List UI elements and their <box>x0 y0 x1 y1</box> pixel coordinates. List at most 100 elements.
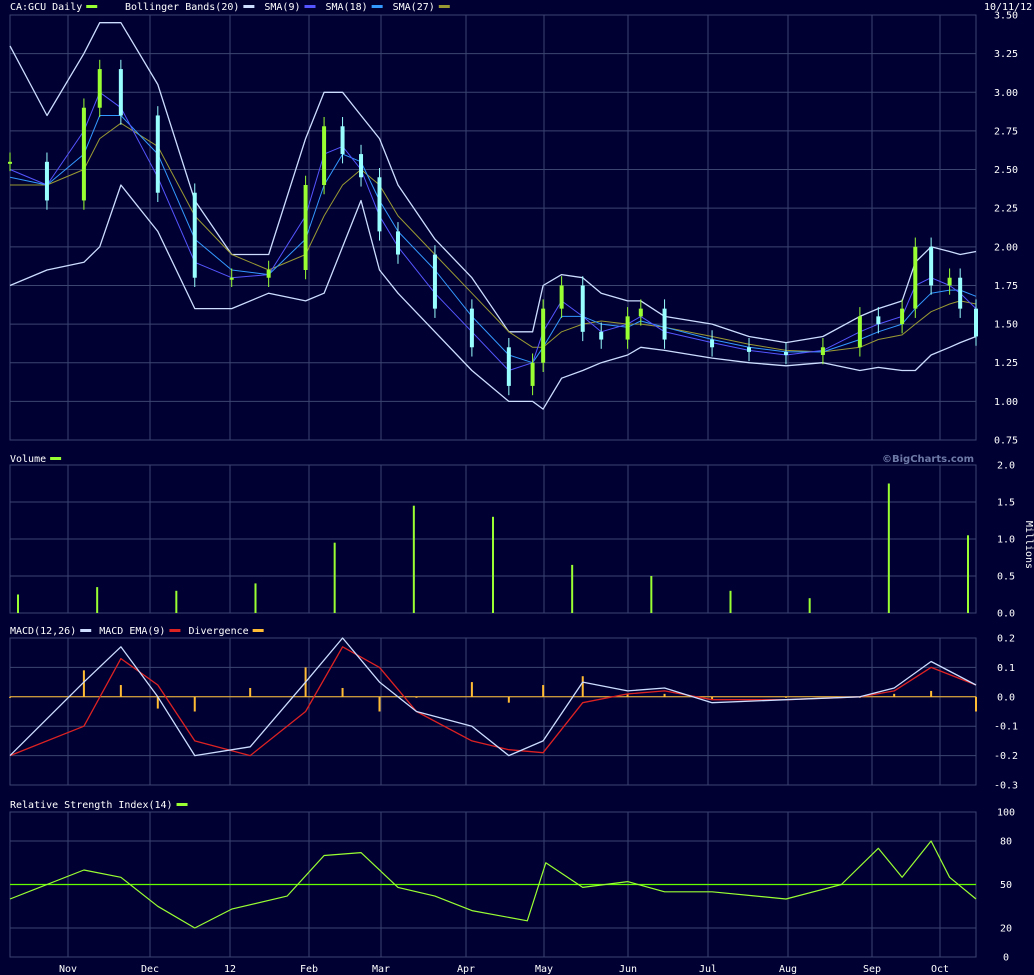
price-y-ticks: 3.50 3.25 3.00 2.75 2.50 2.25 2.00 1.75 1.50 1.25… <box>994 11 1018 447</box>
candle-body <box>229 277 234 280</box>
candle-body <box>559 285 564 309</box>
volume-bar <box>887 483 890 613</box>
divergence-bar <box>193 696 196 712</box>
volume-y-ticks: 2.0 1.5 1.0 0.5 0.0 <box>997 461 1015 620</box>
chart-date: 10/11/12 <box>984 2 1032 13</box>
candle-body <box>857 316 862 348</box>
legend-swatch <box>169 629 181 632</box>
volume-tick-label: 2.0 <box>997 461 1015 472</box>
ticker-label: CA:GCU Daily <box>10 2 82 13</box>
legend-swatch <box>304 5 316 8</box>
macd-line <box>9 637 977 757</box>
volume-title: Volume <box>10 454 46 465</box>
candle-body <box>947 277 952 286</box>
price-tick-label: 1.00 <box>994 397 1018 408</box>
volume-unit-label: Millions <box>1023 521 1034 569</box>
month-tick-label: Jun <box>619 964 637 975</box>
divergence-bar <box>82 670 85 697</box>
divergence-bar <box>626 693 629 697</box>
rsi-tick-label: 50 <box>1000 880 1012 891</box>
legend-label: SMA(18) <box>326 2 368 13</box>
legend-label: MACD(12,26) <box>10 626 76 637</box>
price-tick-label: 1.25 <box>994 358 1018 369</box>
volume-bar <box>17 594 19 613</box>
month-x-ticks: Nov Dec 12 Feb Mar Apr May Jun Jul Aug Sep Oct <box>59 964 949 975</box>
candle-body <box>8 161 12 164</box>
macd-tick-label: 0.2 <box>997 634 1015 645</box>
volume-bar <box>254 583 257 613</box>
legend-swatch <box>252 629 264 632</box>
legend-swatch <box>50 457 62 460</box>
price-tick-label: 1.75 <box>994 281 1018 292</box>
candle-body <box>580 285 585 332</box>
macd-legend: MACD(12,26) MACD EMA(9) Divergence <box>10 626 264 637</box>
month-tick-label: Mar <box>372 964 390 975</box>
candle-body <box>303 185 308 270</box>
candle-body <box>599 331 604 340</box>
month-tick-label: May <box>535 964 553 975</box>
candle-body <box>506 347 511 386</box>
macd-tick-label: 0.1 <box>997 663 1015 674</box>
rsi-tick-label: 0 <box>1003 953 1009 964</box>
sma18-line <box>9 115 977 364</box>
candle-body <box>266 270 271 278</box>
candle-body <box>876 316 881 325</box>
divergence-bar <box>119 685 122 697</box>
candle-body <box>900 308 905 325</box>
divergence-bar <box>930 690 933 697</box>
price-tick-label: 0.75 <box>994 436 1018 447</box>
legend-label: SMA(9) <box>264 2 300 13</box>
volume-bar <box>650 576 653 613</box>
legend-swatch <box>86 5 98 8</box>
month-tick-label: Aug <box>779 964 797 975</box>
divergence-bar <box>470 682 473 697</box>
candle-body <box>155 115 160 193</box>
divergence-bar <box>893 693 896 697</box>
legend-swatch <box>243 5 255 8</box>
month-tick-label: Feb <box>300 964 318 975</box>
volume-bar <box>729 590 732 613</box>
candle-body <box>377 177 382 232</box>
divergence-bar <box>542 685 545 697</box>
volume-bar <box>333 542 336 613</box>
legend-label: Divergence <box>188 626 248 637</box>
price-tick-label: 1.50 <box>994 320 1018 331</box>
legend-swatch <box>438 5 450 8</box>
candle-body <box>340 126 345 155</box>
volume-bar <box>412 505 415 613</box>
month-tick-label: Nov <box>59 964 77 975</box>
rsi-tick-label: 80 <box>1000 837 1012 848</box>
price-tick-label: 3.50 <box>994 11 1018 22</box>
grid-layer <box>9 14 977 958</box>
price-tick-label: 2.50 <box>994 165 1018 176</box>
candle-body <box>710 339 715 348</box>
rsi-line <box>9 840 977 929</box>
candle-body <box>929 246 934 286</box>
price-tick-label: 2.00 <box>994 242 1018 253</box>
divergence-bar <box>341 687 344 697</box>
candle-body <box>118 69 123 116</box>
macd-tick-label: -0.2 <box>994 751 1018 762</box>
candle-body <box>322 126 327 185</box>
candle-body <box>662 308 667 340</box>
price-tick-label: 2.75 <box>994 126 1018 137</box>
sma9-line <box>9 91 977 371</box>
divergence-bar <box>249 687 252 697</box>
bollinger-upper-line <box>9 22 977 344</box>
macd-tick-label: 0.0 <box>997 692 1015 703</box>
candle-body <box>359 154 364 178</box>
divergence-bar <box>156 696 159 709</box>
legend-label: SMA(27) <box>393 2 435 13</box>
candle-body <box>820 347 825 355</box>
candle-body <box>97 69 102 108</box>
divergence-bar <box>711 696 714 700</box>
macd-tick-label: -0.1 <box>994 722 1018 733</box>
candle-body <box>974 308 978 337</box>
copyright-text: ©BigCharts.com <box>882 454 974 465</box>
divergence-bar <box>975 696 977 712</box>
volume-tick-label: 0.5 <box>997 572 1015 583</box>
volume-tick-label: 0.0 <box>997 609 1015 620</box>
candle-body <box>541 308 546 363</box>
month-tick-label: Oct <box>931 964 949 975</box>
rsi-tick-label: 20 <box>1000 924 1012 935</box>
